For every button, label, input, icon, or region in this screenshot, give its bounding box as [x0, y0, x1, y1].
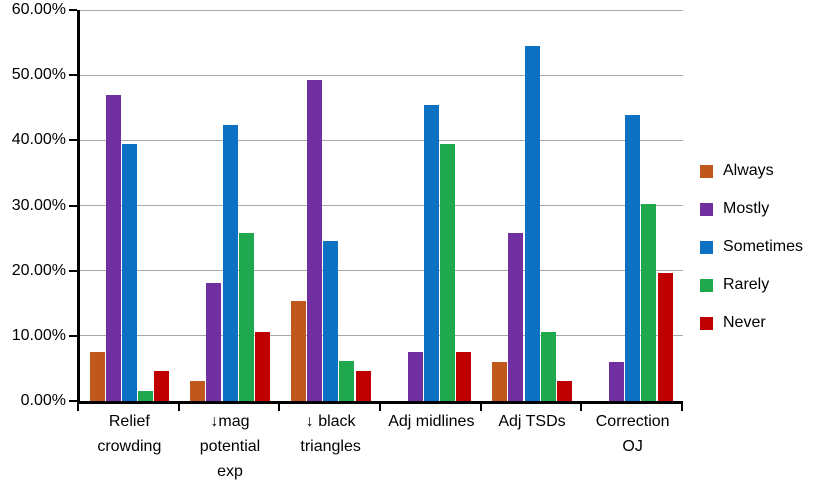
bar-never-5 — [556, 381, 572, 401]
legend-item-never: Never — [700, 313, 803, 333]
bar-mostly-5 — [508, 233, 524, 401]
legend-item-mostly: Mostly — [700, 199, 803, 219]
category-label-6: Correction OJ — [582, 409, 683, 459]
category-label-1: Relief crowding — [79, 409, 180, 459]
y-axis-tick — [69, 269, 77, 272]
y-axis-label: 0.00% — [20, 392, 66, 409]
bar-rarely-5 — [540, 331, 556, 401]
bar-rarely-4 — [440, 144, 456, 401]
category-label-line: ↓mag — [210, 413, 250, 430]
bar-sometimes-3 — [323, 240, 339, 401]
bar-always-3 — [290, 300, 306, 401]
category-label-line: Relief — [108, 413, 150, 430]
bar-sometimes-6 — [625, 114, 641, 401]
legend-color-swatch-icon — [700, 164, 713, 178]
bar-sometimes-2 — [222, 124, 238, 401]
y-axis-label: 60.00% — [11, 1, 66, 18]
x-axis-tick — [479, 404, 482, 411]
bar-never-3 — [355, 370, 371, 401]
bar-rarely-2 — [238, 233, 254, 401]
bar-never-1 — [154, 371, 170, 401]
category-label-line: OJ — [622, 438, 643, 455]
category-label-line: Correction — [595, 413, 670, 430]
bar-always-2 — [190, 381, 206, 401]
bar-mostly-6 — [609, 361, 625, 401]
y-axis-line — [77, 10, 80, 404]
legend-color-swatch-icon — [700, 278, 713, 292]
y-axis-label: 40.00% — [11, 131, 66, 149]
y-axis-tick — [69, 204, 77, 207]
category-label-line: exp — [217, 463, 243, 480]
bar-rarely-3 — [339, 360, 355, 401]
y-axis-label: 20.00% — [11, 261, 66, 279]
bar-never-2 — [254, 331, 270, 401]
bar-mostly-3 — [307, 80, 323, 401]
legend-item-sometimes: Sometimes — [700, 237, 803, 257]
category-label-line: crowding — [97, 438, 162, 455]
y-axis-label: 30.00% — [11, 196, 66, 214]
gridline — [79, 205, 683, 206]
x-axis-line — [77, 401, 683, 404]
gridline — [79, 335, 683, 337]
bar-always-1 — [89, 351, 105, 401]
x-axis-tick — [379, 404, 381, 411]
gridline — [79, 74, 683, 76]
category-label-line: Adj midlines — [388, 413, 475, 430]
bar-rarely-1 — [138, 391, 154, 401]
x-axis-tick — [77, 404, 79, 411]
legend-item-rarely: Rarely — [700, 275, 803, 295]
x-axis-tick — [681, 404, 683, 411]
legend-color-swatch-icon — [700, 316, 713, 330]
y-axis-tick — [69, 400, 77, 402]
category-label-line: ↓ black — [305, 413, 356, 430]
bar-mostly-4 — [407, 351, 423, 401]
legend-color-swatch-icon — [700, 202, 713, 216]
legend-color-swatch-icon — [700, 240, 713, 254]
x-axis-tick — [177, 404, 180, 411]
category-label-3: ↓ black triangles — [280, 409, 381, 459]
category-label-2: ↓mag potential exp — [180, 409, 281, 484]
bar-rarely-6 — [641, 203, 657, 401]
bar-always-5 — [492, 361, 508, 401]
category-label-line: potential — [199, 438, 261, 455]
y-axis-label: 50.00% — [11, 66, 66, 84]
gridline — [79, 9, 683, 11]
y-axis-label: 10.00% — [11, 326, 66, 344]
bar-never-4 — [456, 351, 472, 401]
x-axis-tick — [278, 404, 281, 411]
bar-sometimes-4 — [423, 104, 439, 401]
legend-label: Never — [723, 314, 766, 331]
y-axis-tick — [69, 74, 77, 77]
y-axis-tick — [69, 334, 77, 337]
bar-mostly-2 — [206, 282, 222, 401]
legend-item-always: Always — [700, 161, 803, 181]
legend-label: Mostly — [723, 200, 770, 217]
category-label-5: Adj TSDs — [482, 409, 583, 434]
gridline — [79, 270, 683, 272]
gridline — [79, 139, 683, 141]
x-axis-tick — [580, 404, 583, 411]
y-axis-tick — [69, 139, 77, 142]
legend-label: Sometimes — [723, 238, 804, 255]
y-axis-tick — [69, 9, 77, 11]
legend-label: Always — [723, 162, 774, 179]
bar-sometimes-5 — [524, 45, 540, 401]
category-label-line: Adj TSDs — [498, 413, 566, 430]
bar-sometimes-1 — [121, 144, 137, 401]
bar-never-6 — [657, 272, 673, 401]
legend: Always Mostly Sometimes Rarely Never — [700, 161, 803, 351]
category-label-line: triangles — [300, 438, 361, 455]
category-label-4: Adj midlines — [381, 409, 482, 434]
bar-mostly-1 — [105, 94, 121, 401]
legend-label: Rarely — [723, 276, 770, 293]
